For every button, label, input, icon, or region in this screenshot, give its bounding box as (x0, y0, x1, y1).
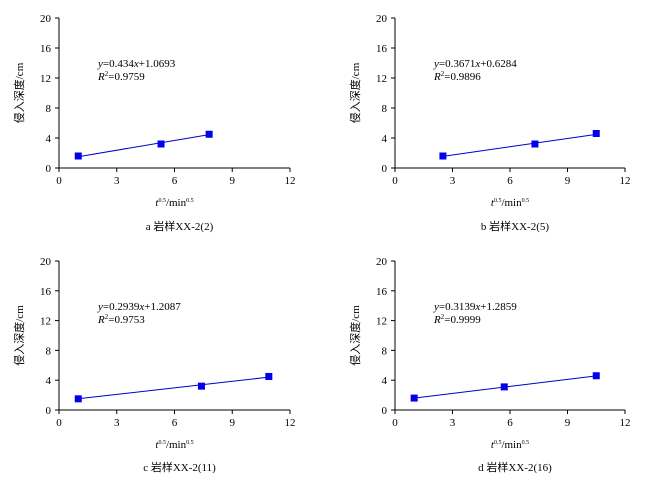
x-tick-label: 6 (172, 417, 178, 429)
r-squared: R2=0.9999 (433, 313, 481, 326)
x-tick-label: 6 (507, 175, 513, 187)
x-tick-label: 9 (230, 417, 236, 429)
r-squared: R2=0.9759 (97, 70, 145, 83)
data-point (265, 372, 273, 380)
x-tick-label: 9 (565, 175, 571, 187)
y-tick-label: 16 (376, 286, 388, 298)
x-tick-label: 0 (56, 175, 62, 187)
x-tick-label: 3 (114, 175, 120, 187)
r-squared: R2=0.9896 (433, 70, 481, 83)
regression-equation: y=0.3139x+1.2859 (433, 301, 517, 313)
y-tick-label: 4 (46, 133, 52, 145)
y-axis-label: 侵入深度/cm (348, 305, 362, 366)
y-tick-label: 12 (40, 316, 51, 328)
y-tick-label: 4 (382, 375, 388, 387)
y-tick-label: 12 (40, 73, 51, 85)
y-tick-label: 0 (46, 405, 52, 417)
regression-equation: y=0.434x+1.0693 (97, 58, 176, 70)
panel-caption: b 岩样XX-2(5) (481, 219, 549, 233)
y-axis-label: 侵入深度/cm (12, 62, 26, 123)
data-point (410, 394, 418, 402)
chart-panel-c: 0 4 8 12 16 20 0 3 6 9 12 侵入深度/cm t0.5/min0.5 y=0.293… (12, 256, 296, 474)
x-axis-label: t0.5/min0.5 (155, 439, 193, 451)
x-tick-label: 6 (507, 417, 513, 429)
x-tick-label: 3 (114, 417, 120, 429)
x-tick-label: 3 (450, 175, 456, 187)
data-point (439, 152, 447, 160)
y-axis-label: 侵入深度/cm (12, 305, 26, 366)
trend-line (78, 376, 269, 400)
panel-caption: a 岩样XX-2(2) (146, 219, 214, 233)
data-point (157, 140, 165, 148)
y-tick-label: 20 (40, 256, 52, 268)
data-point (205, 130, 213, 138)
x-tick-label: 0 (392, 417, 398, 429)
trend-line (78, 134, 210, 158)
y-tick-label: 8 (46, 103, 52, 115)
data-point (500, 383, 508, 391)
y-tick-label: 4 (382, 133, 388, 145)
r-squared: R2=0.9753 (97, 313, 145, 326)
x-axis-label: t0.5/min0.5 (491, 439, 529, 451)
data-point (197, 382, 205, 390)
y-tick-label: 16 (40, 286, 52, 298)
chart-panel-d: 0 4 8 12 16 20 0 3 6 9 12 侵入深度/cm t0.5/min0.5 y=0.313… (348, 256, 631, 474)
x-tick-label: 6 (172, 175, 178, 187)
chart-panel-b: 0 4 8 12 16 20 0 3 6 9 12 侵入深度/cm t0.5/min0.5 y=0.367… (348, 13, 631, 233)
y-tick-label: 20 (376, 13, 388, 25)
y-tick-label: 20 (376, 256, 388, 268)
y-tick-label: 8 (46, 345, 52, 357)
y-tick-label: 0 (382, 405, 388, 417)
data-point (74, 395, 82, 403)
panel-caption: c 岩样XX-2(11) (143, 460, 216, 474)
y-tick-label: 16 (376, 43, 388, 55)
y-tick-label: 0 (46, 163, 52, 175)
y-tick-label: 12 (376, 73, 387, 85)
x-tick-label: 9 (565, 417, 571, 429)
y-tick-label: 8 (382, 345, 388, 357)
x-tick-label: 0 (56, 417, 62, 429)
y-tick-label: 8 (382, 103, 388, 115)
trend-line (442, 133, 597, 157)
x-tick-label: 12 (620, 175, 631, 187)
data-point (74, 152, 82, 160)
x-axis-label: t0.5/min0.5 (491, 197, 529, 209)
y-axis-label: 侵入深度/cm (348, 62, 362, 123)
x-tick-label: 12 (620, 417, 631, 429)
x-tick-label: 12 (285, 417, 296, 429)
regression-equation: y=0.3671x+0.6284 (433, 58, 517, 70)
data-point (592, 130, 600, 137)
x-tick-label: 12 (285, 175, 296, 187)
y-tick-label: 12 (376, 316, 387, 328)
x-tick-label: 0 (392, 175, 398, 187)
x-tick-label: 9 (230, 175, 236, 187)
y-tick-label: 16 (40, 43, 52, 55)
y-tick-label: 4 (46, 375, 52, 387)
data-point (592, 372, 600, 380)
panel-caption: d 岩样XX-2(16) (478, 460, 552, 474)
data-point (531, 140, 539, 148)
y-tick-label: 20 (40, 13, 52, 25)
x-tick-label: 3 (450, 417, 456, 429)
regression-equation: y=0.2939x+1.2087 (97, 301, 181, 313)
chart-panel-a: 0 4 8 12 16 20 0 3 6 9 12 侵入深度/cm t0.5/min0.5 y=0.434… (12, 13, 296, 233)
x-axis-label: t0.5/min0.5 (155, 197, 193, 209)
y-tick-label: 0 (382, 163, 388, 175)
